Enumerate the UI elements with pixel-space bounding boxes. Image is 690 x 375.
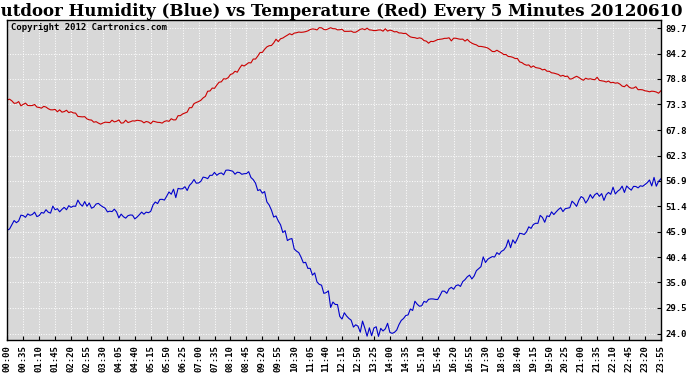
Text: Copyright 2012 Cartronics.com: Copyright 2012 Cartronics.com bbox=[10, 23, 166, 32]
Title: Outdoor Humidity (Blue) vs Temperature (Red) Every 5 Minutes 20120610: Outdoor Humidity (Blue) vs Temperature (… bbox=[0, 3, 682, 20]
